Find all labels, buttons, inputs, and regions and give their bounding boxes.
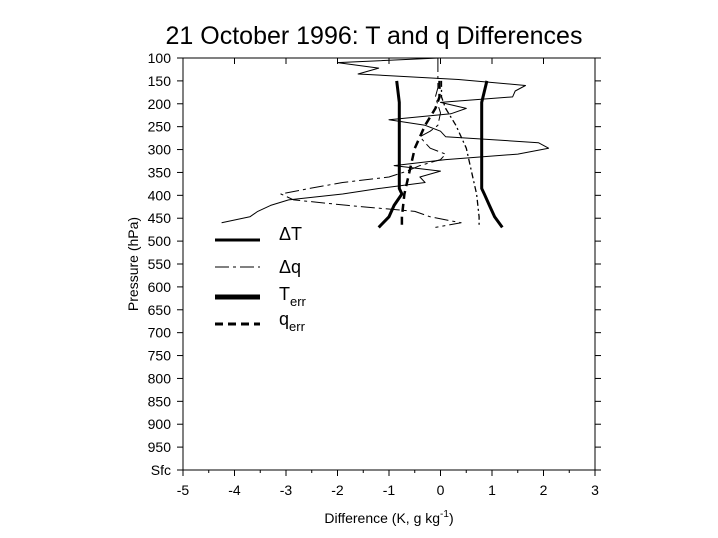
legend-label-q-err: qerr	[279, 309, 306, 334]
legend-label-delta-q: Δq	[279, 257, 301, 277]
y-tick-label: 850	[148, 393, 172, 409]
y-tick-label: Sfc	[151, 462, 171, 478]
x-tick-label: 0	[437, 482, 445, 498]
legend-label-q-err-sub: err	[289, 319, 306, 334]
x-axis-label: Difference (K, g kg-1)	[324, 509, 453, 526]
series-line-4	[440, 80, 480, 228]
series-line-5	[480, 80, 504, 229]
y-tick-label: 600	[148, 279, 172, 295]
y-tick-label: 350	[148, 164, 172, 180]
x-tick-label: 3	[591, 482, 599, 498]
y-tick-label: 800	[148, 370, 172, 386]
x-axis-label-exponent: -1	[440, 509, 449, 520]
series-layer	[221, 57, 550, 229]
y-tick-label: 400	[148, 187, 172, 203]
y-axis-label: Pressure (hPa)	[125, 217, 141, 311]
series-line-1	[280, 58, 462, 228]
y-tick-label: 950	[148, 439, 172, 455]
x-tick-label: -1	[383, 482, 396, 498]
legend-label-q-err-main: q	[279, 309, 289, 329]
y-tick-label: 250	[148, 119, 172, 135]
y-tick-label: 700	[148, 325, 172, 341]
x-tick-label: -4	[228, 482, 241, 498]
chart-title: 21 October 1996: T and q Differences	[166, 22, 583, 50]
y-tick-label: 750	[148, 348, 172, 364]
y-axis: 100 150 200 250 300 350 400 450 500 550 600 650 700 7…	[148, 50, 601, 478]
x-tick-label: 1	[488, 482, 496, 498]
legend-label-t-err-main: T	[279, 284, 290, 304]
y-tick-label: 500	[148, 233, 172, 249]
legend: ΔT Δq Terr qerr	[215, 224, 307, 334]
legend-label-t-err-sub: err	[290, 294, 307, 309]
y-tick-label: 550	[148, 256, 172, 272]
series-line-0	[221, 57, 550, 224]
series-line-3	[400, 80, 441, 228]
y-tick-label: 300	[148, 142, 172, 158]
x-axis-label-close: )	[449, 510, 454, 526]
y-tick-label: 200	[148, 96, 172, 112]
x-tick-label: -5	[177, 482, 190, 498]
x-axis-label-main: Difference (K, g kg	[324, 510, 440, 526]
y-tick-label: 900	[148, 416, 172, 432]
x-tick-label: 2	[540, 482, 548, 498]
x-tick-label: -3	[280, 482, 293, 498]
legend-label-delta-t: ΔT	[279, 224, 302, 244]
y-tick-label: 150	[148, 73, 172, 89]
x-tick-label: -2	[331, 482, 344, 498]
y-tick-label: 650	[148, 302, 172, 318]
legend-label-t-err: Terr	[279, 284, 307, 309]
x-axis: -5 -4 -3 -2 -1 0 1 2 3	[177, 58, 599, 498]
y-tick-label: 450	[148, 210, 172, 226]
y-tick-label: 100	[148, 50, 172, 66]
series-line-2	[377, 80, 404, 229]
